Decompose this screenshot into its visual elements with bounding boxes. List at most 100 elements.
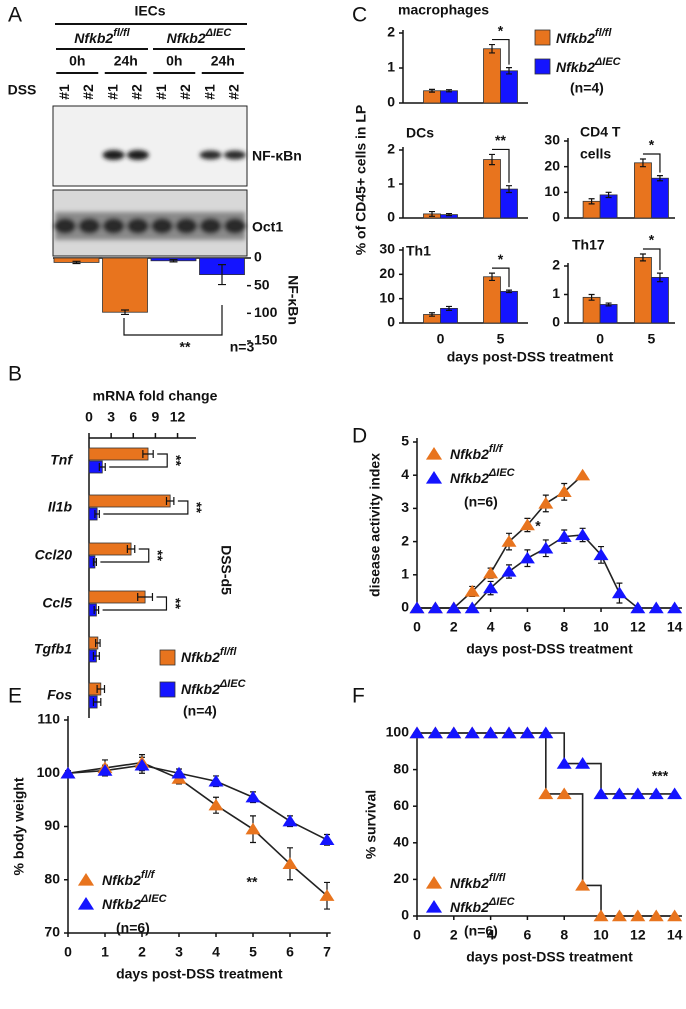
lane-label: #1 <box>104 84 120 100</box>
marker <box>575 528 591 541</box>
legend-label-base: Nfkb2 <box>181 649 220 665</box>
error-bar <box>121 309 129 316</box>
blot-panel <box>52 105 248 187</box>
y-tick-label: 0 <box>387 314 395 330</box>
marker <box>556 787 572 800</box>
error-bar <box>656 175 663 182</box>
error-bar <box>94 510 100 518</box>
band <box>78 218 101 234</box>
y-tick-label: 2 <box>387 141 395 157</box>
error-bar <box>429 210 435 217</box>
x-tick-label: 12 <box>630 619 646 635</box>
y-tick-label: 80 <box>44 870 60 886</box>
sample-size: n=3 <box>230 339 255 355</box>
marker <box>630 601 646 614</box>
error-bar <box>489 153 495 166</box>
x-tick-label: 8 <box>560 927 568 943</box>
legend-label: Nfkb2fl/f <box>450 443 504 462</box>
y-tick-label: 110 <box>37 711 60 727</box>
x-axis-label: days post-DSS treatment <box>447 349 614 365</box>
y-tick-label: 100 <box>37 764 61 780</box>
subplot-title: DCs <box>406 125 434 141</box>
legend-swatch <box>534 29 551 46</box>
x-tick-label: 6 <box>524 619 532 635</box>
lane-label: #2 <box>129 84 145 100</box>
subplot-title: Th1 <box>406 243 431 259</box>
category-label: Ccl20 <box>35 547 73 563</box>
error-bar <box>72 260 81 265</box>
y-tick-label: 40 <box>393 834 409 850</box>
x-axis-label: mRNA fold change <box>93 388 218 404</box>
marker <box>538 541 554 554</box>
marker <box>464 726 480 739</box>
time-label: 0h <box>69 53 85 69</box>
significance: ** <box>168 455 184 466</box>
x-axis-label: days post-DSS treatment <box>466 949 633 965</box>
error-bar <box>92 558 97 566</box>
legend-label-base: Nfkb2 <box>450 470 489 486</box>
bar <box>634 162 652 219</box>
category-label: Fos <box>47 687 72 703</box>
y-tick-label: 2 <box>401 532 409 548</box>
marker <box>556 485 572 497</box>
sample-size: (n=6) <box>464 923 498 939</box>
marker <box>611 586 627 599</box>
x-tick-label: 2 <box>450 619 458 635</box>
x-tick-label: 12 <box>630 927 646 943</box>
x-tick-label: 5 <box>648 331 656 347</box>
x-tick-label: 0 <box>413 927 421 943</box>
legend-label-sup: fl/f <box>489 443 504 455</box>
blot-label: NF-κBn <box>252 148 302 164</box>
error-bar <box>639 158 646 168</box>
marker <box>611 909 627 922</box>
marker <box>319 889 335 901</box>
bar <box>651 177 669 219</box>
x-tick-label: 3 <box>107 409 115 425</box>
lane-label: #2 <box>177 84 193 100</box>
marker <box>667 601 683 614</box>
legend-label-sup: fl/fl <box>595 27 612 39</box>
significance-bracket <box>100 548 150 563</box>
band <box>199 218 222 234</box>
significance: ** <box>189 502 205 513</box>
marker <box>630 909 646 922</box>
significance-bracket <box>492 148 510 183</box>
bar <box>599 304 618 324</box>
significance-bracket <box>109 453 168 468</box>
subplot-title: CD4 T <box>580 124 621 140</box>
bar <box>651 276 669 324</box>
y-tick-label: 150 <box>254 332 278 348</box>
legend-swatch <box>534 58 551 75</box>
y-tick-label: 1 <box>387 175 395 191</box>
lane-label: #1 <box>201 84 217 100</box>
y-tick-label: 0 <box>401 907 409 923</box>
marker <box>556 757 572 769</box>
error-bar <box>165 497 175 505</box>
y-tick-label: 50 <box>254 276 270 292</box>
marker <box>630 787 646 800</box>
blot-label: Oct1 <box>252 219 283 235</box>
marker <box>501 564 517 577</box>
marker <box>409 601 425 614</box>
error-bar <box>429 88 435 93</box>
y-tick-label: 70 <box>44 924 60 940</box>
y-tick-label: 80 <box>393 760 409 776</box>
band <box>175 218 198 234</box>
error-bar <box>656 272 663 283</box>
error-bar <box>446 212 452 217</box>
marker <box>427 601 443 614</box>
bar <box>500 70 518 104</box>
marker <box>446 726 462 739</box>
lane-label: #1 <box>153 84 169 100</box>
significance-bracket <box>492 38 510 65</box>
x-tick-label: 9 <box>152 409 160 425</box>
legend-label-base: Nfkb2 <box>556 59 595 75</box>
marker <box>501 726 517 739</box>
legend-label: Nfkb2ΔIEC <box>450 467 516 486</box>
panel-letter: A <box>8 4 22 27</box>
error-bar <box>489 272 495 282</box>
legend-marker <box>425 471 443 484</box>
marker <box>519 551 535 564</box>
bar <box>582 296 601 324</box>
legend-marker <box>425 876 443 889</box>
